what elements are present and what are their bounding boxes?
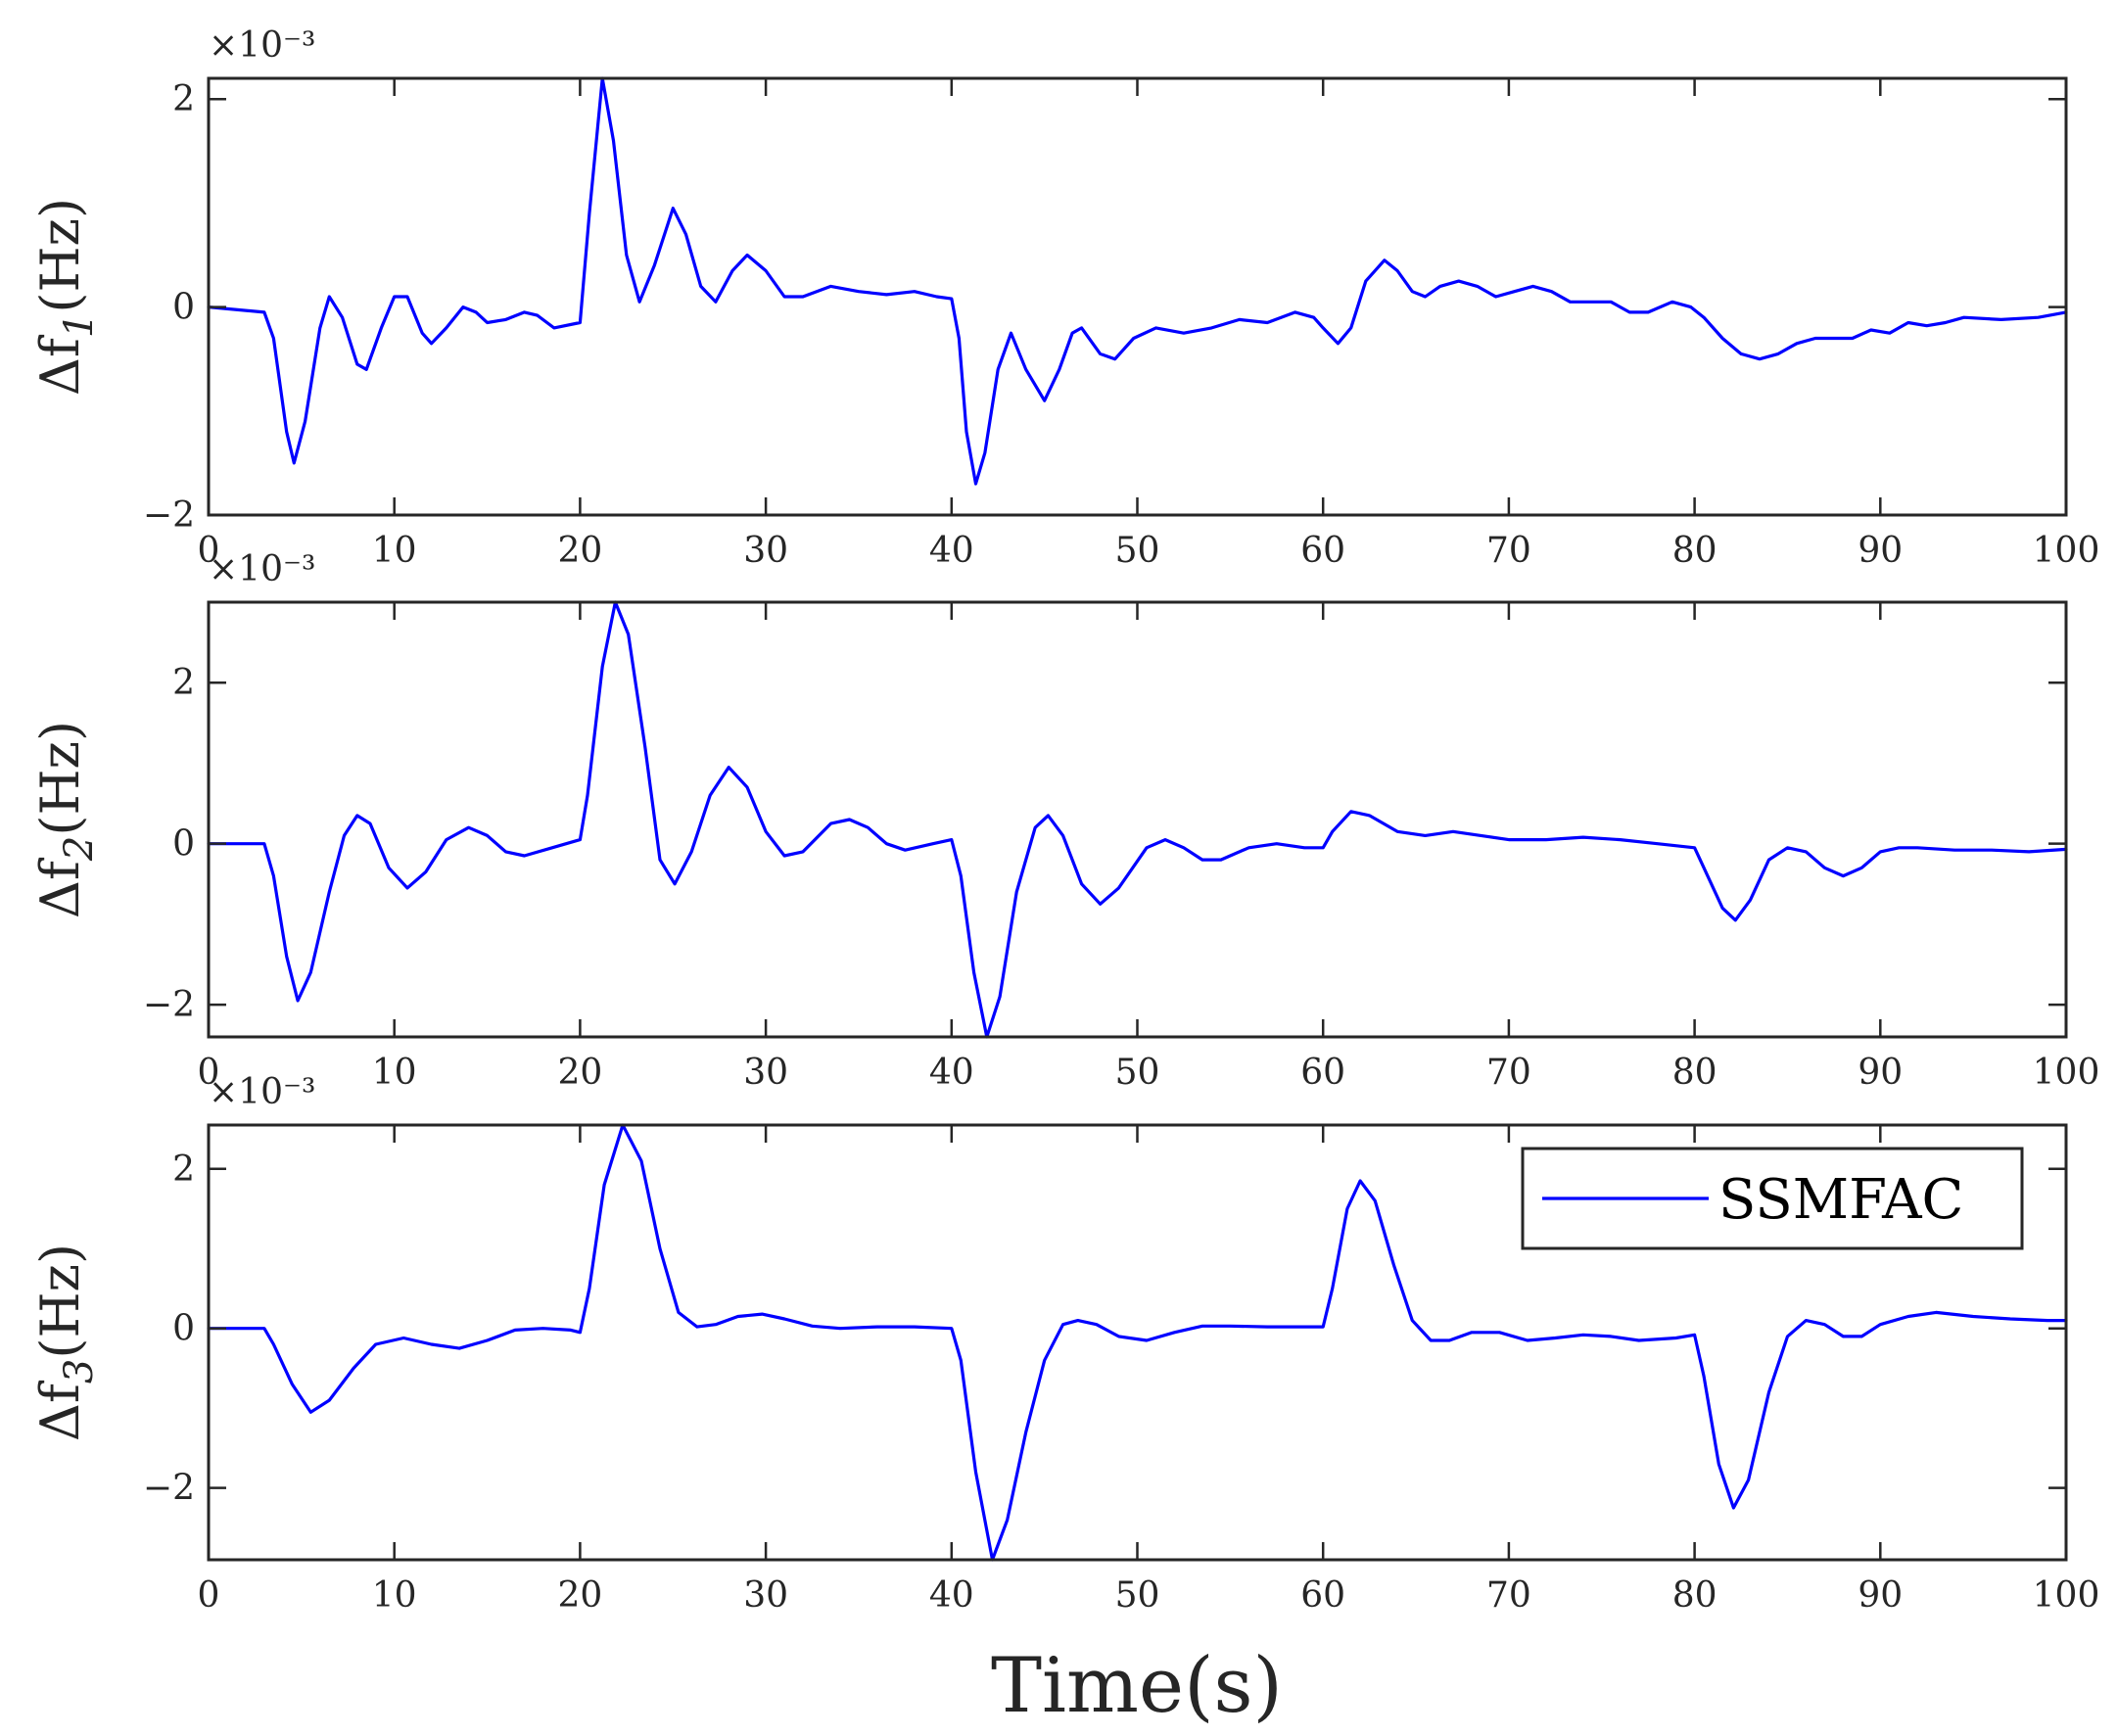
- x-tick-label: 50: [1115, 531, 1160, 571]
- x-axis-label: Time(s): [991, 1642, 1283, 1730]
- panel-2-ylabel-sub: 2: [57, 836, 102, 862]
- x-tick-label: 0: [198, 531, 220, 571]
- x-tick-label: 100: [2033, 1053, 2100, 1093]
- legend: SSMFAC: [1521, 1147, 2024, 1250]
- panel-1-y-ticks: −2 0 2: [143, 79, 2066, 536]
- panel-3: 0 10 20 30 40 50 60 70 80 90 100 −2 0 2 ×10⁻³ Δf3(Hz…: [29, 1072, 2099, 1616]
- panel-3-y-ticks: −2 0 2: [143, 1150, 2066, 1509]
- x-tick-label: 50: [1115, 1575, 1160, 1616]
- x-tick-label: 70: [1486, 1575, 1531, 1616]
- x-tick-label: 10: [372, 1575, 417, 1616]
- y-tick-label: −2: [143, 985, 195, 1025]
- panel-1-ylabel-sub: 1: [57, 313, 102, 338]
- legend-label: SSMFAC: [1718, 1168, 1963, 1232]
- panel-1-series: [207, 76, 2068, 486]
- x-tick-label: 0: [198, 1053, 220, 1093]
- x-tick-label: 100: [2033, 531, 2100, 571]
- x-tick-label: 90: [1858, 1053, 1903, 1093]
- x-tick-label: 80: [1672, 1053, 1717, 1093]
- panel-3-x-ticks: 0 10 20 30 40 50 60 70 80 90 100: [198, 1125, 2100, 1616]
- x-tick-label: 60: [1300, 1053, 1345, 1093]
- x-tick-label: 30: [743, 1575, 788, 1616]
- panel-3-series-line-0: [207, 1123, 2068, 1562]
- x-tick-label: 30: [743, 531, 788, 571]
- y-tick-label: 2: [172, 79, 195, 119]
- x-tick-label: 40: [929, 1053, 974, 1093]
- panel-2-ylabel-prefix: Δf: [29, 857, 91, 918]
- panel-3-series: [207, 1123, 2068, 1562]
- panel-1-series-line-0: [207, 76, 2068, 486]
- y-tick-label: 0: [172, 288, 195, 328]
- panel-2-x-ticks: 0 10 20 30 40 50 60 70 80 90 100: [198, 602, 2100, 1093]
- panel-3-ylabel: Δf3(Hz): [29, 1243, 102, 1441]
- y-tick-label: 0: [172, 824, 195, 865]
- y-tick-label: 2: [172, 1150, 195, 1190]
- panel-2-ylabel-suffix: (Hz): [29, 721, 91, 836]
- panel-2-series-line-0: [207, 600, 2068, 1039]
- y-tick-label: 2: [172, 663, 195, 703]
- panel-1-ylabel-prefix: Δf: [29, 334, 91, 396]
- panel-1-ylabel: Δf1(Hz): [29, 198, 102, 396]
- x-tick-label: 90: [1858, 1575, 1903, 1616]
- panel-3-exponent-label: ×10⁻³: [209, 1072, 315, 1112]
- y-tick-label: −2: [143, 495, 195, 536]
- panel-1-exponent-label: ×10⁻³: [209, 25, 315, 66]
- panel-2-series: [207, 600, 2068, 1039]
- panel-1-ylabel-suffix: (Hz): [29, 198, 91, 313]
- x-tick-label: 80: [1672, 531, 1717, 571]
- x-tick-label: 20: [557, 531, 602, 571]
- x-tick-label: 20: [557, 1053, 602, 1093]
- x-tick-label: 60: [1300, 531, 1345, 571]
- panel-2-y-ticks: −2 0 2: [143, 663, 2066, 1025]
- x-tick-label: 10: [372, 531, 417, 571]
- x-tick-label: 30: [743, 1053, 788, 1093]
- panel-2: 0 10 20 30 40 50 60 70 80 90 100 −202 ×10⁻³ Δf2(Hz…: [29, 549, 2099, 1093]
- x-tick-label: 60: [1300, 1575, 1345, 1616]
- x-tick-label: 70: [1486, 1053, 1531, 1093]
- x-tick-label: 50: [1115, 1053, 1160, 1093]
- panel-3-ylabel-suffix: (Hz): [29, 1243, 91, 1359]
- x-tick-label: 40: [929, 1575, 974, 1616]
- x-tick-label: 100: [2033, 1575, 2100, 1616]
- x-tick-label: 90: [1858, 531, 1903, 571]
- x-tick-label: 40: [929, 531, 974, 571]
- panel-2-ylabel: Δf2(Hz): [29, 721, 102, 918]
- x-tick-label: 20: [557, 1575, 602, 1616]
- y-tick-label: −2: [143, 1469, 195, 1509]
- x-tick-label: 70: [1486, 531, 1531, 571]
- panel-2-exponent-label: ×10⁻³: [209, 549, 315, 589]
- panel-3-ylabel-sub: 3: [57, 1359, 102, 1384]
- panel-1-x-ticks: 0 10 20 30 40 50 60 70 80 90 100: [198, 78, 2100, 571]
- x-tick-label: 0: [198, 1575, 220, 1616]
- y-tick-label: 0: [172, 1309, 195, 1349]
- panel-3-ylabel-prefix: Δf: [29, 1380, 91, 1441]
- x-tick-label: 80: [1672, 1575, 1717, 1616]
- x-tick-label: 10: [372, 1053, 417, 1093]
- panel-1: 0 10 20 30 40 50 60 70 80 90 100 −202 ×10⁻³ Δf1(Hz…: [29, 25, 2099, 571]
